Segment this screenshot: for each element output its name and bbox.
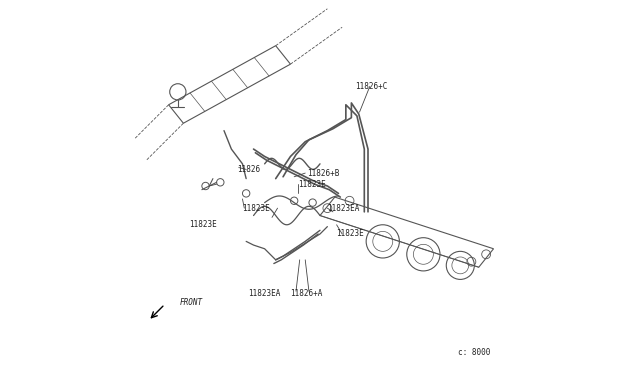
- Text: 11826: 11826: [237, 165, 260, 174]
- Text: 11826+A: 11826+A: [291, 289, 323, 298]
- Text: 11823EA: 11823EA: [328, 203, 360, 213]
- Text: FRONT: FRONT: [180, 298, 203, 307]
- Text: 11823EA: 11823EA: [248, 289, 280, 298]
- Text: 11826+B: 11826+B: [307, 169, 339, 177]
- Text: 11826+C: 11826+C: [355, 82, 387, 91]
- Text: 11823E: 11823E: [243, 203, 270, 213]
- Text: 11823E: 11823E: [189, 220, 217, 229]
- Text: 11823E: 11823E: [337, 230, 364, 238]
- Text: 11823E: 11823E: [298, 180, 326, 189]
- Text: c: 8000: c: 8000: [458, 348, 491, 357]
